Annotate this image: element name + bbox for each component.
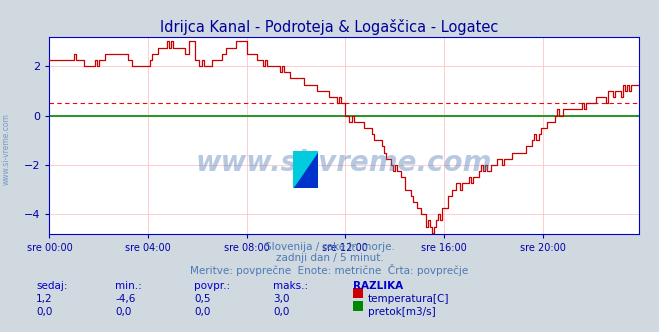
- Text: Slovenija / reke in morje.: Slovenija / reke in morje.: [264, 242, 395, 252]
- Text: temperatura[C]: temperatura[C]: [368, 294, 449, 304]
- Text: Meritve: povprečne  Enote: metrične  Črta: povprečje: Meritve: povprečne Enote: metrične Črta:…: [190, 264, 469, 276]
- Polygon shape: [293, 151, 318, 188]
- Text: 1,2: 1,2: [36, 294, 53, 304]
- Text: www.si-vreme.com: www.si-vreme.com: [196, 149, 492, 177]
- Text: maks.:: maks.:: [273, 281, 308, 290]
- Text: 0,0: 0,0: [194, 307, 211, 317]
- Text: RAZLIKA: RAZLIKA: [353, 281, 403, 290]
- Text: 0,0: 0,0: [36, 307, 53, 317]
- Polygon shape: [293, 151, 318, 188]
- Polygon shape: [293, 151, 318, 188]
- Text: 0,0: 0,0: [273, 307, 290, 317]
- Text: min.:: min.:: [115, 281, 142, 290]
- Text: 3,0: 3,0: [273, 294, 290, 304]
- Text: zadnji dan / 5 minut.: zadnji dan / 5 minut.: [275, 253, 384, 263]
- Text: 0,0: 0,0: [115, 307, 132, 317]
- Text: sedaj:: sedaj:: [36, 281, 68, 290]
- Text: 0,5: 0,5: [194, 294, 211, 304]
- Text: pretok[m3/s]: pretok[m3/s]: [368, 307, 436, 317]
- Text: -4,6: -4,6: [115, 294, 136, 304]
- Text: www.si-vreme.com: www.si-vreme.com: [2, 114, 11, 185]
- Text: povpr.:: povpr.:: [194, 281, 231, 290]
- Text: Idrijca Kanal - Podroteja & Logaščica - Logatec: Idrijca Kanal - Podroteja & Logaščica - …: [160, 19, 499, 35]
